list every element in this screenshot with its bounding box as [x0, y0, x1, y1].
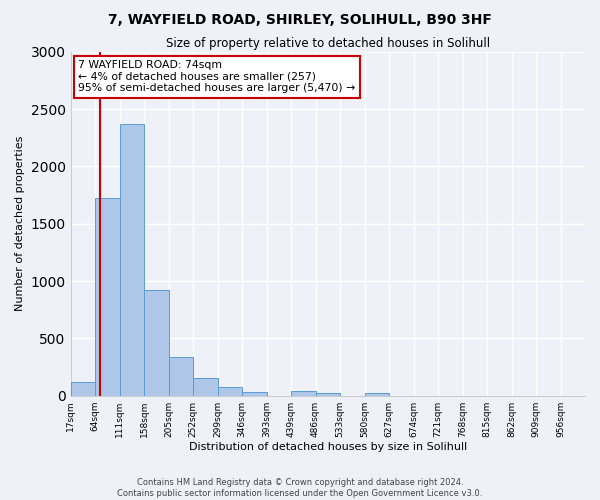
Text: Contains HM Land Registry data © Crown copyright and database right 2024.
Contai: Contains HM Land Registry data © Crown c…: [118, 478, 482, 498]
Bar: [291, 391, 316, 396]
Bar: [169, 356, 193, 396]
Text: 7, WAYFIELD ROAD, SHIRLEY, SOLIHULL, B90 3HF: 7, WAYFIELD ROAD, SHIRLEY, SOLIHULL, B90…: [108, 12, 492, 26]
Bar: [144, 290, 169, 396]
Bar: [242, 392, 266, 396]
Bar: [71, 382, 95, 396]
Bar: [316, 394, 340, 396]
Y-axis label: Number of detached properties: Number of detached properties: [15, 136, 25, 312]
Bar: [119, 124, 144, 396]
Bar: [365, 393, 389, 396]
Bar: [218, 386, 242, 396]
X-axis label: Distribution of detached houses by size in Solihull: Distribution of detached houses by size …: [188, 442, 467, 452]
Text: 7 WAYFIELD ROAD: 74sqm
← 4% of detached houses are smaller (257)
95% of semi-det: 7 WAYFIELD ROAD: 74sqm ← 4% of detached …: [78, 60, 356, 94]
Bar: [95, 198, 119, 396]
Title: Size of property relative to detached houses in Solihull: Size of property relative to detached ho…: [166, 38, 490, 51]
Bar: [193, 378, 218, 396]
